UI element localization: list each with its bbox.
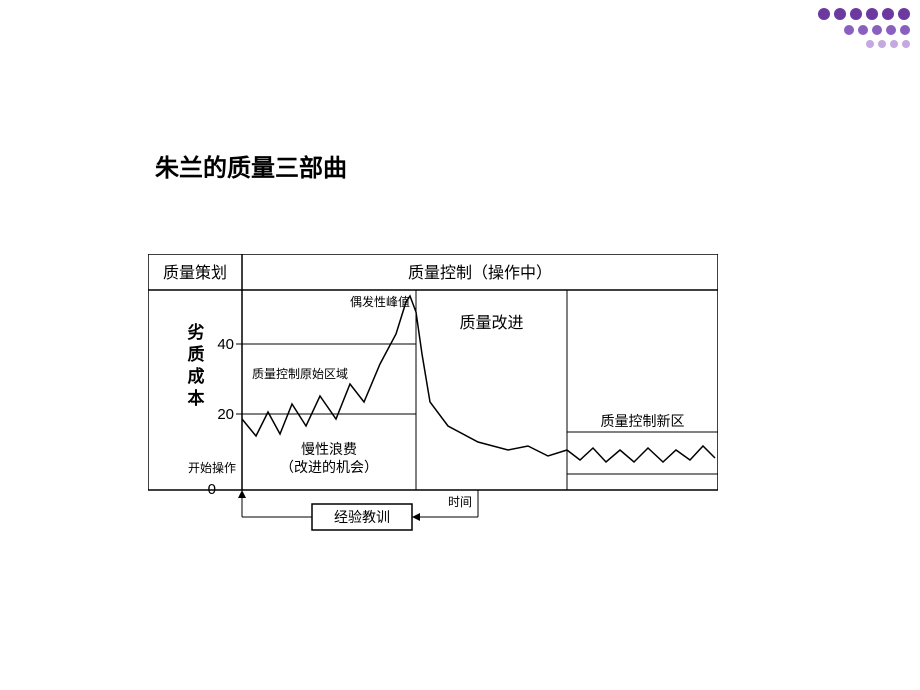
svg-text:质量改进: 质量改进 (459, 314, 523, 332)
svg-text:（改进的机会）: （改进的机会） (280, 459, 378, 475)
svg-text:质量策划: 质量策划 (163, 264, 227, 282)
svg-text:经验教训: 经验教训 (334, 509, 390, 525)
decor-dots (814, 8, 910, 50)
svg-text:质量控制新区: 质量控制新区 (601, 413, 685, 429)
svg-text:质量控制原始区域: 质量控制原始区域 (252, 367, 348, 381)
page-title: 朱兰的质量三部曲 (155, 148, 347, 183)
juran-trilogy-diagram: 质量策划质量控制（操作中）40200劣质成本开始操作偶发性峰值质量控制原始区域质… (148, 254, 718, 534)
svg-text:成: 成 (188, 366, 205, 386)
svg-text:0: 0 (208, 481, 216, 498)
svg-text:偶发性峰值: 偶发性峰值 (350, 294, 410, 309)
svg-text:开始操作: 开始操作 (188, 460, 236, 475)
svg-text:劣: 劣 (188, 322, 205, 342)
svg-text:慢性浪费: 慢性浪费 (301, 441, 357, 457)
svg-text:时间: 时间 (448, 495, 472, 509)
svg-text:20: 20 (217, 406, 234, 423)
svg-text:质量控制（操作中）: 质量控制（操作中） (408, 264, 552, 282)
svg-text:本: 本 (188, 388, 205, 408)
svg-text:质: 质 (188, 345, 205, 364)
svg-text:40: 40 (217, 336, 234, 353)
